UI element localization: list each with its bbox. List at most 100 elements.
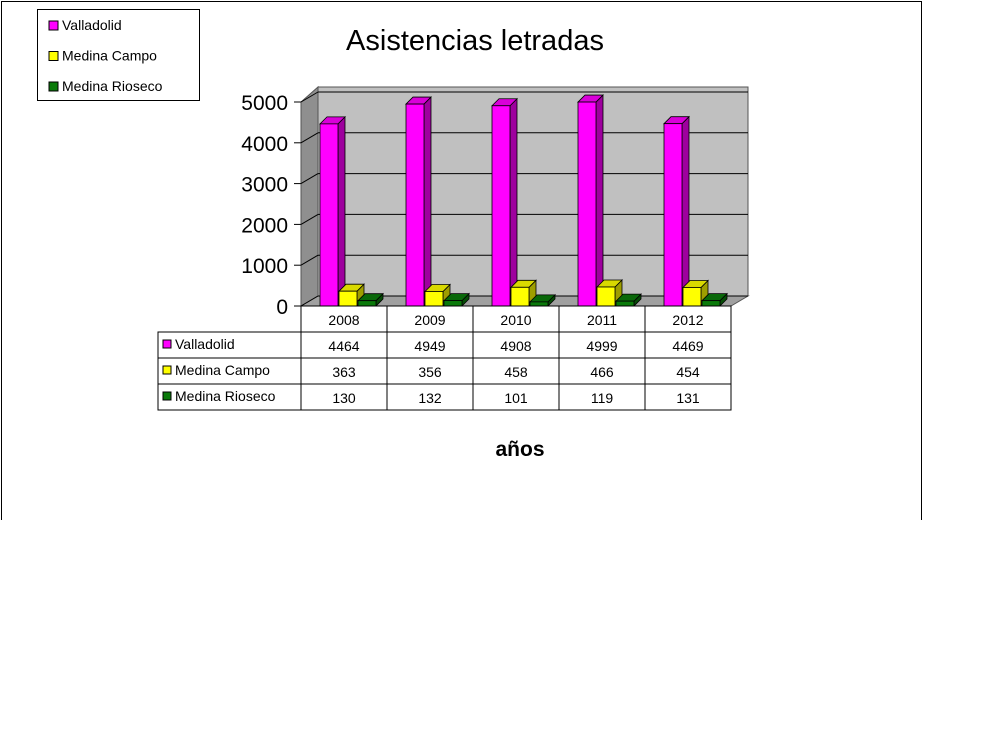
bar-side <box>595 94 604 307</box>
table-cell <box>386 383 474 411</box>
bar-front <box>663 123 683 307</box>
category-label: 2011 <box>587 312 617 328</box>
data-label: 130 <box>332 390 356 406</box>
y-tick-label: 2000 <box>241 214 288 237</box>
y-tick-label: 5000 <box>241 92 288 115</box>
bar-side <box>423 96 432 307</box>
y-tick-label: 0 <box>276 296 288 319</box>
x-axis-label: años <box>495 438 544 461</box>
y-tick-label: 4000 <box>241 133 288 156</box>
bar-front <box>491 105 511 307</box>
bar-front <box>615 300 635 307</box>
bar-front <box>405 103 425 307</box>
table-cell <box>300 331 388 359</box>
legend-entry: Valladolid <box>62 17 122 33</box>
data-label: 132 <box>418 390 442 406</box>
chart-title: Asistencias letradas <box>346 25 604 57</box>
data-label: 4469 <box>672 338 703 354</box>
gridline-side <box>300 91 319 103</box>
bars <box>319 94 728 307</box>
data-label: 4908 <box>500 338 531 354</box>
table-cell <box>386 331 474 359</box>
gridline-side <box>300 173 319 185</box>
legend-entry: Medina Rioseco <box>62 78 163 94</box>
y-tick-label: 3000 <box>241 174 288 197</box>
legend-box <box>37 9 200 101</box>
gridline-side <box>300 254 319 266</box>
table-swatch <box>162 365 172 375</box>
table-header-cell <box>558 305 646 333</box>
bar-front <box>338 290 358 307</box>
bar-medina-rioseco-2008 <box>357 292 384 307</box>
bar-medina-rioseco-2010 <box>529 293 556 307</box>
bar-front <box>424 291 444 307</box>
bar-front <box>529 301 549 307</box>
bar-valladolid-2012 <box>663 115 690 307</box>
bar-front <box>701 300 721 307</box>
gridline-side <box>300 132 319 144</box>
table-swatch <box>162 391 172 401</box>
table-series-name: Medina Campo <box>175 362 270 378</box>
legend: Valladolid Medina Campo Medina Rioseco <box>37 9 200 101</box>
bar-valladolid-2008 <box>319 115 346 307</box>
table-cell <box>300 383 388 411</box>
bar-front <box>682 287 702 307</box>
table-cell <box>472 383 560 411</box>
category-label: 2008 <box>328 312 359 328</box>
bar-side <box>509 97 518 307</box>
data-label: 101 <box>504 390 528 406</box>
bar-medina-rioseco-2012 <box>701 292 728 307</box>
data-label: 119 <box>591 390 614 406</box>
gridline-side <box>300 213 319 225</box>
y-axis-labels: 0 1000 2000 3000 4000 5000 <box>241 92 288 319</box>
bar-medina-rioseco-2011 <box>615 293 642 307</box>
legend-entry: Medina Campo <box>62 48 157 64</box>
data-table: 2008 2009 2010 2011 2012 Valladolid 4464 4949 49… <box>157 305 732 411</box>
bar-front <box>596 286 616 307</box>
legend-swatch <box>48 81 59 92</box>
table-row-label-cell <box>157 383 302 411</box>
data-label: 454 <box>676 364 700 380</box>
table-cell <box>558 383 646 411</box>
bar-side <box>337 115 346 307</box>
table-cell <box>644 357 732 385</box>
table-cell <box>558 331 646 359</box>
category-label: 2012 <box>672 312 703 328</box>
table-cell <box>644 331 732 359</box>
table-cell <box>386 357 474 385</box>
table-swatch <box>162 339 172 349</box>
chart-area-border <box>1 1 922 520</box>
data-label: 4999 <box>586 338 617 354</box>
plot-side-wall <box>300 85 319 307</box>
table-header-cell <box>472 305 560 333</box>
data-label: 4949 <box>414 338 445 354</box>
data-label: 466 <box>590 364 614 380</box>
y-tick-label: 1000 <box>241 255 288 278</box>
gridline-side <box>300 295 319 307</box>
data-label: 131 <box>676 390 700 406</box>
bar-front <box>443 300 463 307</box>
data-label: 356 <box>418 364 442 380</box>
bar-valladolid-2011 <box>577 94 604 307</box>
bar-medina-campo-2010 <box>510 279 537 307</box>
bar-front <box>357 300 377 307</box>
bar-front <box>510 286 530 307</box>
table-row-label-cell <box>157 357 302 385</box>
category-label: 2009 <box>414 312 445 328</box>
table-series-name: Valladolid <box>175 336 235 352</box>
legend-swatch <box>48 20 59 31</box>
category-label: 2010 <box>500 312 531 328</box>
bar-valladolid-2009 <box>405 96 432 307</box>
bar-front <box>319 123 339 307</box>
data-label: 458 <box>504 364 528 380</box>
bar-side <box>681 115 690 307</box>
legend-swatch <box>48 51 59 61</box>
data-label: 4464 <box>328 338 359 354</box>
data-label: 363 <box>332 364 356 380</box>
bar-front <box>577 101 597 307</box>
table-cell <box>644 383 732 411</box>
bar-valladolid-2010 <box>491 97 518 307</box>
table-cell <box>558 357 646 385</box>
table-series-name: Medina Rioseco <box>175 388 276 404</box>
